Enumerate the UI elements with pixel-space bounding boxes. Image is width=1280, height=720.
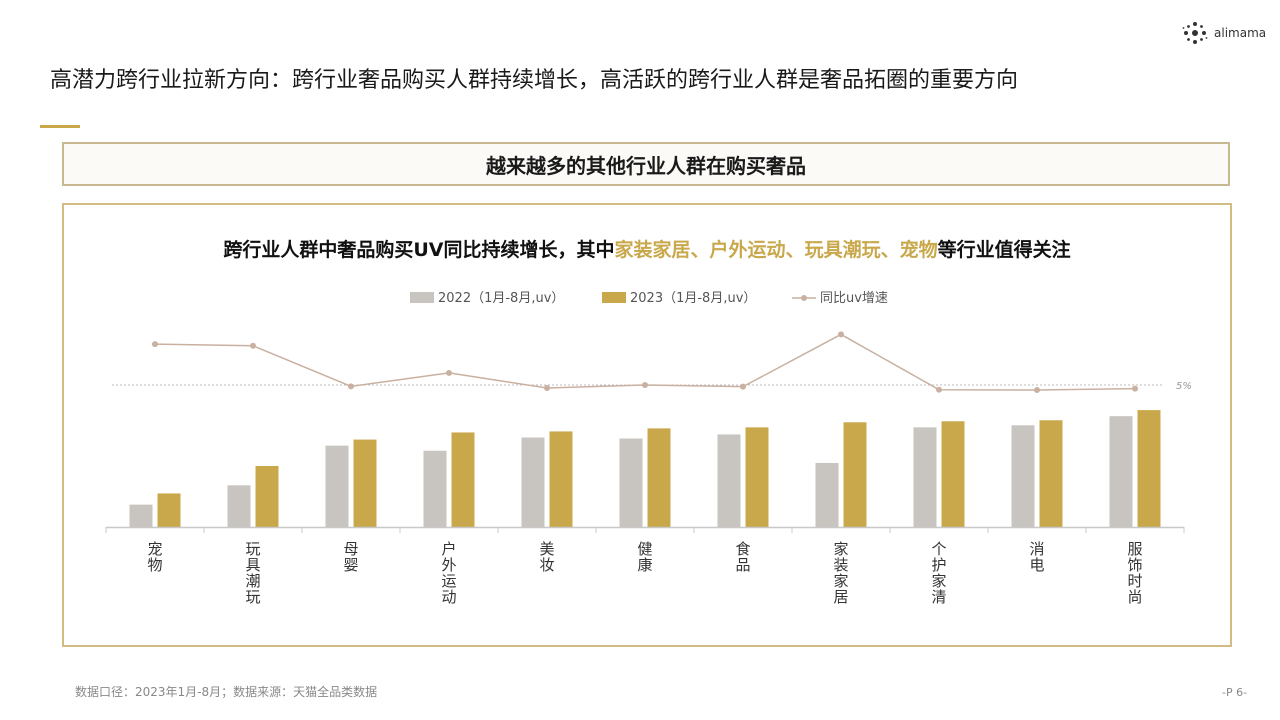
chart-legend: 2022（1月-8月,uv） 2023（1月-8月,uv） 同比uv增速 xyxy=(410,291,888,306)
bar-2023 xyxy=(1137,410,1161,527)
alimama-logo: alimama xyxy=(1182,20,1266,46)
legend-label-growth: 同比uv增速 xyxy=(820,291,888,306)
bar-2022 xyxy=(717,434,741,527)
chart-title-industry-2: 户外运动 xyxy=(709,239,786,261)
chart-title-sep-1: 、 xyxy=(690,239,710,261)
banner-text: 越来越多的其他行业人群在购买奢品 xyxy=(486,153,806,178)
growth-point xyxy=(838,331,844,338)
bar-2022 xyxy=(619,438,643,527)
bar-2022 xyxy=(815,462,839,527)
x-tick-label: 户外运动 xyxy=(441,540,456,606)
footnote: 数据口径：2023年1月-8月；数据来源：天猫全品类数据 xyxy=(75,685,378,699)
bar-line-chart: 2022（1月-8月,uv） 2023（1月-8月,uv） 同比uv增速 5% 宠物… xyxy=(105,291,1192,606)
legend-label-2023: 2023（1月-8月,uv） xyxy=(630,291,756,306)
chart-title-industry-3: 玩具潮玩 xyxy=(804,239,881,261)
bar-2023 xyxy=(451,432,475,527)
chart-title-sep-3: 、 xyxy=(880,239,900,261)
title-accent-bar xyxy=(40,125,80,128)
legend-swatch-2022 xyxy=(410,292,434,303)
x-tick-label: 服饰时尚 xyxy=(1127,540,1142,606)
legend-label-2022: 2022（1月-8月,uv） xyxy=(438,291,564,306)
bar-2022 xyxy=(913,427,937,527)
growth-point xyxy=(936,386,942,393)
bar-2022 xyxy=(1109,416,1133,527)
bar-2023 xyxy=(353,439,377,527)
bar-2022 xyxy=(521,437,545,527)
x-axis: 宠物 玩具潮玩 母婴 户外运动 美妆 健康 食品 家装家居 个护家清 消电 服饰时尚 xyxy=(105,526,1185,606)
x-tick-label: 宠物 xyxy=(147,540,162,574)
bar-2022 xyxy=(227,485,251,527)
chart-panel: 跨行业人群中奢品购买UV同比持续增长，其中家装家居、户外运动、玩具潮玩、宠物等行… xyxy=(62,203,1232,647)
chart-title-industry-1: 家装家居 xyxy=(614,239,691,261)
bar-2023 xyxy=(549,431,573,527)
x-tick-label: 食品 xyxy=(735,540,750,574)
page-title: 高潜力跨行业拉新方向：跨行业奢品购买人群持续增长，高活跃的跨行业人群是奢品拓圈的… xyxy=(50,68,1019,93)
bar-2023 xyxy=(843,422,867,527)
chart-title-sep-2: 、 xyxy=(785,239,805,261)
growth-line-group xyxy=(152,331,1138,394)
growth-point xyxy=(250,342,256,349)
x-tick-label: 玩具潮玩 xyxy=(245,540,260,606)
growth-point xyxy=(740,383,746,390)
bar-2023 xyxy=(745,427,769,527)
bar-2022 xyxy=(129,504,153,527)
growth-point xyxy=(152,341,158,348)
chart-title-industry-4: 宠物 xyxy=(899,239,938,261)
growth-point xyxy=(1034,387,1040,394)
legend-swatch-2023 xyxy=(602,292,626,303)
growth-point xyxy=(642,382,648,388)
growth-line xyxy=(154,333,1136,391)
growth-point xyxy=(1132,385,1138,392)
bar-2023 xyxy=(255,466,279,527)
bar-2022 xyxy=(423,450,447,527)
x-tick-label: 美妆 xyxy=(539,540,554,574)
alimama-logo-icon xyxy=(1182,22,1208,44)
x-tick-label: 消电 xyxy=(1029,540,1044,574)
bar-2023 xyxy=(1039,420,1063,527)
section-banner: 越来越多的其他行业人群在购买奢品 xyxy=(62,142,1230,186)
reference-line-label: 5% xyxy=(1176,381,1192,392)
logo-text: alimama xyxy=(1214,26,1267,40)
x-tick-label: 健康 xyxy=(637,540,652,574)
x-tick-label: 母婴 xyxy=(343,540,358,574)
bar-2023 xyxy=(941,421,965,527)
page-number: -P 6- xyxy=(1222,686,1248,699)
chart-title-before: 跨行业人群中奢品购买UV同比持续增长，其中 xyxy=(223,239,615,261)
chart-title: 跨行业人群中奢品购买UV同比持续增长，其中家装家居、户外运动、玩具潮玩、宠物等行… xyxy=(64,235,1230,262)
growth-point xyxy=(544,385,550,392)
legend-marker-growth xyxy=(801,295,807,301)
bar-2023 xyxy=(157,493,181,527)
chart-title-after: 等行业值得关注 xyxy=(937,239,1071,261)
bar-2022 xyxy=(1011,425,1035,527)
x-tick-label: 个护家清 xyxy=(931,540,946,606)
growth-point xyxy=(446,369,452,376)
x-tick-label: 家装家居 xyxy=(833,540,848,606)
bar-2023 xyxy=(647,428,671,527)
bars-group xyxy=(129,410,1161,527)
bar-2022 xyxy=(325,445,349,527)
growth-point xyxy=(348,383,354,390)
